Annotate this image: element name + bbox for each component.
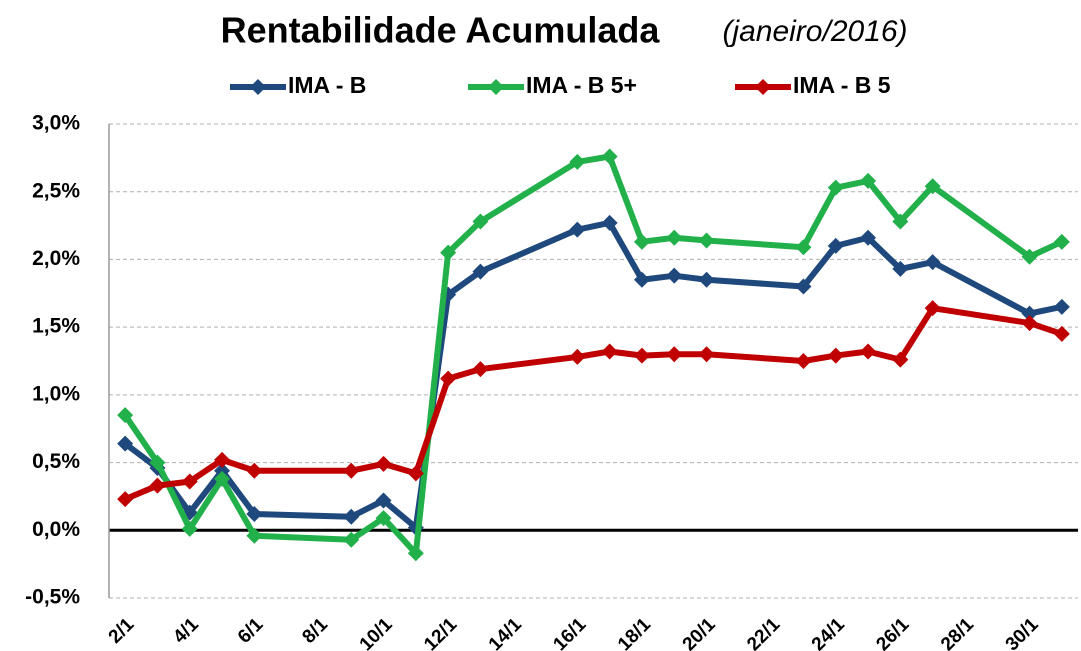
data-point xyxy=(827,179,844,196)
data-point xyxy=(666,346,683,363)
data-point xyxy=(666,267,683,284)
legend-label: IMA - B 5 xyxy=(793,72,891,98)
data-point xyxy=(407,465,424,482)
data-point xyxy=(440,370,457,387)
x-tick-label: 6/1 xyxy=(234,614,268,648)
data-point xyxy=(860,229,877,246)
data-point xyxy=(117,491,134,508)
x-tick-label: 24/1 xyxy=(808,614,849,651)
x-tick-label: 26/1 xyxy=(872,614,913,651)
y-tick-label: 2,5% xyxy=(32,179,80,202)
data-point xyxy=(601,148,618,165)
data-point xyxy=(440,244,457,261)
data-point xyxy=(569,153,586,170)
x-tick-label: 4/1 xyxy=(169,614,203,648)
x-tick-label: 28/1 xyxy=(937,614,978,651)
data-point xyxy=(633,347,650,364)
data-point xyxy=(924,300,941,317)
legend-marker xyxy=(488,79,504,95)
legend-label: IMA - B xyxy=(288,72,366,98)
data-point xyxy=(827,237,844,254)
data-point xyxy=(407,545,424,562)
data-point xyxy=(924,254,941,271)
x-tick-label: 12/1 xyxy=(420,614,461,651)
data-point xyxy=(601,214,618,231)
data-point xyxy=(343,531,360,548)
data-point xyxy=(1021,305,1038,322)
x-tick-label: 10/1 xyxy=(356,614,397,651)
data-point xyxy=(246,506,263,523)
x-tick-label: 8/1 xyxy=(298,614,332,648)
data-point xyxy=(1053,233,1070,250)
data-point xyxy=(666,229,683,246)
data-point xyxy=(698,271,715,288)
series-line xyxy=(123,305,1063,502)
legend-marker xyxy=(755,79,771,95)
data-point xyxy=(375,492,392,509)
x-tick-label: 14/1 xyxy=(485,614,526,651)
data-point xyxy=(827,347,844,364)
data-point xyxy=(149,454,166,471)
chart-title: Rentabilidade Acumulada xyxy=(221,10,661,51)
data-point xyxy=(1021,248,1038,265)
data-point xyxy=(569,221,586,238)
y-tick-label: -0,5% xyxy=(25,586,80,609)
data-point xyxy=(860,343,877,360)
data-point xyxy=(860,172,877,189)
y-tick-label: 0,5% xyxy=(32,450,80,473)
data-point xyxy=(892,260,909,277)
x-tick-label: 2/1 xyxy=(105,614,139,648)
data-point xyxy=(1053,298,1070,315)
data-point xyxy=(892,351,909,368)
data-point xyxy=(795,278,812,295)
data-point xyxy=(375,510,392,527)
data-point xyxy=(214,451,231,468)
data-point xyxy=(246,462,263,479)
data-point xyxy=(214,462,231,479)
y-tick-label: 0,0% xyxy=(32,518,80,541)
series-line xyxy=(122,153,1064,557)
x-tick-label: 16/1 xyxy=(549,614,590,651)
y-tick-label: 1,0% xyxy=(32,382,80,405)
y-tick-label: 3,0% xyxy=(32,112,80,135)
x-tick-label: 22/1 xyxy=(743,614,784,651)
data-point xyxy=(601,343,618,360)
x-tick-label: 18/1 xyxy=(614,614,655,651)
data-point xyxy=(569,348,586,365)
data-point xyxy=(472,263,489,280)
data-point xyxy=(375,455,392,472)
y-tick-label: 2,0% xyxy=(32,247,80,270)
chart-subtitle: (janeiro/2016) xyxy=(722,15,907,48)
data-point xyxy=(633,233,650,250)
data-point xyxy=(698,232,715,249)
data-point xyxy=(343,508,360,525)
data-point xyxy=(149,477,166,494)
data-point xyxy=(795,239,812,256)
data-point xyxy=(1021,315,1038,332)
series-line xyxy=(123,219,1063,531)
data-point xyxy=(117,407,134,424)
data-point xyxy=(246,527,263,544)
data-point xyxy=(633,271,650,288)
data-point xyxy=(343,462,360,479)
legend-marker xyxy=(250,79,266,95)
data-point xyxy=(117,435,134,452)
data-point xyxy=(472,361,489,378)
x-tick-label: 20/1 xyxy=(679,614,720,651)
data-point xyxy=(214,470,231,487)
x-tick-label: 30/1 xyxy=(1002,614,1043,651)
data-point xyxy=(698,346,715,363)
data-point xyxy=(892,213,909,230)
data-point xyxy=(795,353,812,369)
data-point xyxy=(472,213,489,230)
data-point xyxy=(1053,325,1070,342)
data-point xyxy=(181,473,198,490)
y-tick-label: 1,5% xyxy=(32,315,80,338)
data-point xyxy=(924,178,941,195)
legend-label: IMA - B 5+ xyxy=(526,72,637,98)
data-point xyxy=(181,520,198,537)
